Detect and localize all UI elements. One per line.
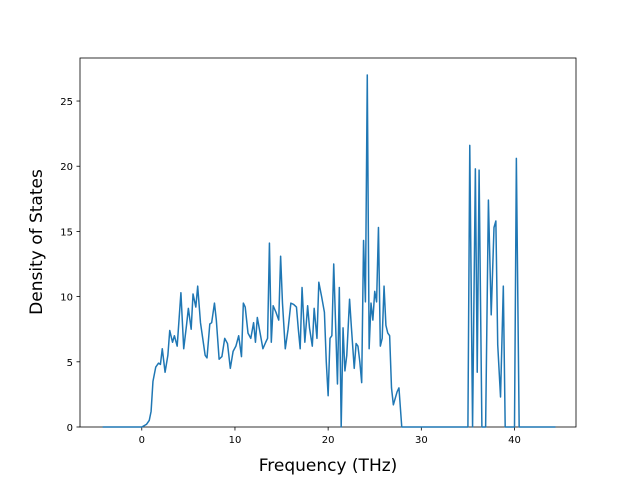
y-tick-label: 5 — [67, 358, 73, 369]
x-tick-label: 10 — [229, 435, 242, 446]
x-tick-label: 20 — [322, 435, 335, 446]
x-tick-label: 0 — [139, 435, 145, 446]
y-tick-label: 20 — [60, 162, 73, 173]
line-series — [102, 74, 556, 428]
x-axis-label: Frequency (THz) — [259, 456, 398, 476]
y-tick-label: 10 — [60, 293, 73, 304]
y-tick-label: 15 — [60, 227, 73, 238]
x-tick-label: 40 — [508, 435, 521, 446]
x-tick-label: 30 — [415, 435, 428, 446]
y-axis-label: Density of States — [27, 169, 47, 315]
y-tick-label: 25 — [60, 97, 73, 108]
y-tick-label: 0 — [67, 423, 73, 434]
